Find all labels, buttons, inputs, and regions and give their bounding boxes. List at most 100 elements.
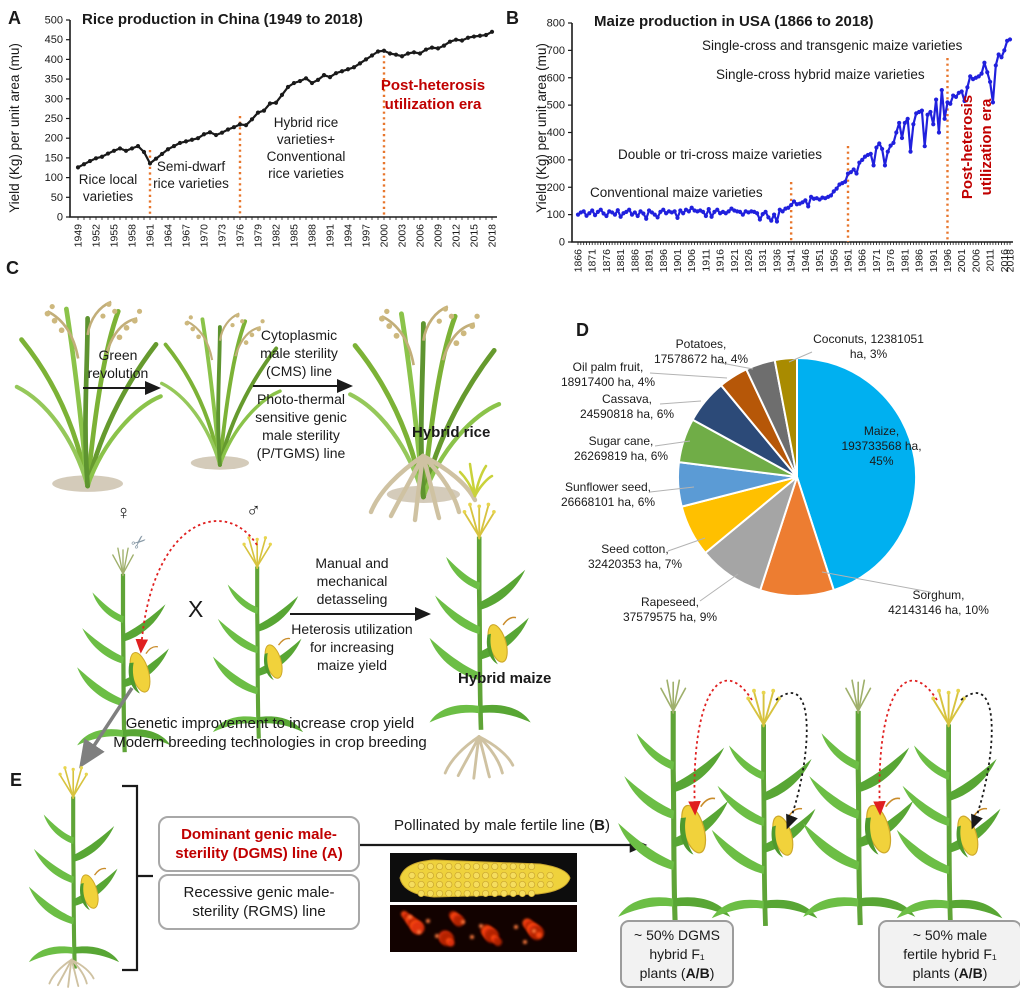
pie-slice-maize — [796, 357, 918, 592]
svg-text:1941: 1941 — [786, 249, 798, 273]
svg-text:1971: 1971 — [871, 249, 883, 273]
svg-text:1906: 1906 — [686, 249, 698, 273]
panel-b-letter: B — [506, 8, 519, 28]
rice-plant-tall-illustration — [17, 302, 161, 492]
panel-b-annotation-post-heterosis: Post-heterosis utilization era — [959, 94, 995, 200]
svg-text:1891: 1891 — [644, 249, 656, 273]
cross-pollination-arc-1 — [688, 679, 753, 816]
male-symbol: ♂ — [246, 500, 261, 522]
pie-label-coconuts: Coconuts, 12381051 ha, 3% — [813, 332, 924, 361]
detasseling-label: Manual and mechanical detasseling — [315, 555, 389, 607]
panel-a-annotation-post-heterosis: Post-heterosis utilization era — [380, 77, 486, 113]
breeding-caption: Genetic improvement to increase crop yie… — [113, 715, 427, 751]
panel-a-title: Rice production in China (1949 to 2018) — [82, 11, 363, 28]
heterosis-label: Heterosis utilization for increasing mai… — [291, 621, 413, 673]
svg-text:0: 0 — [559, 237, 565, 249]
svg-text:200: 200 — [547, 182, 565, 194]
svg-text:1991: 1991 — [325, 224, 337, 248]
svg-text:300: 300 — [45, 93, 63, 105]
grouping-bracket — [122, 784, 153, 972]
svg-text:1985: 1985 — [289, 224, 301, 248]
panel-a-annotation-semi-dwarf: Semi-dwarf rice varieties — [153, 159, 229, 191]
svg-text:1949: 1949 — [73, 224, 85, 248]
green-revolution-label: Green revolution — [87, 347, 149, 381]
svg-text:1961: 1961 — [843, 249, 855, 273]
fertile-f1-line3: plants (A/B) — [913, 964, 988, 983]
svg-text:1966: 1966 — [857, 249, 869, 273]
fertile-f1-line1: ~ 50% male — [912, 926, 988, 943]
panel-b-ylabel: Yield (Kg) per unit area (mu) — [534, 43, 549, 213]
svg-text:1970: 1970 — [199, 224, 211, 248]
svg-text:1976: 1976 — [885, 249, 897, 273]
svg-text:1997: 1997 — [361, 224, 373, 248]
svg-text:250: 250 — [45, 113, 63, 125]
panel-d-letter: D — [576, 320, 589, 340]
pie-slice-sorghum — [759, 476, 835, 597]
hybrid-maize-label: Hybrid maize — [458, 670, 552, 687]
panel-b-annotation-transgenic: Single-cross and transgenic maize variet… — [702, 38, 963, 53]
svg-text:400: 400 — [547, 127, 565, 139]
svg-text:1946: 1946 — [800, 249, 812, 273]
dgms-f1-line3: plants (A/B) — [640, 964, 715, 983]
svg-text:1964: 1964 — [163, 224, 175, 248]
dgms-maize-plant-illustration — [29, 766, 119, 969]
f1-plant-3-illustration — [803, 680, 915, 925]
dgms-f1-ab: A/B — [685, 964, 710, 981]
svg-text:1931: 1931 — [757, 249, 769, 273]
dgms-f1-line1: ~ 50% DGMS — [634, 926, 720, 943]
svg-text:400: 400 — [45, 54, 63, 66]
panel-a-annotation-hybrid-rice: Hybrid rice varieties+ Conventional rice… — [266, 115, 346, 181]
svg-text:300: 300 — [547, 154, 565, 166]
dgms-f1-box: ~ 50% DGMS hybrid F₁ plants (A/B) — [620, 920, 734, 988]
svg-text:1901: 1901 — [672, 249, 684, 273]
pollination-arc-red — [135, 520, 258, 654]
svg-text:1976: 1976 — [235, 224, 247, 248]
svg-text:50: 50 — [51, 192, 63, 204]
svg-text:2009: 2009 — [433, 224, 445, 248]
svg-text:1886: 1886 — [629, 249, 641, 273]
svg-text:1926: 1926 — [743, 249, 755, 273]
svg-text:1936: 1936 — [771, 249, 783, 273]
pollinated-label: Pollinated by male fertile line (B) — [352, 817, 652, 834]
svg-text:1952: 1952 — [91, 224, 103, 248]
pie-label-rapeseed: Rapeseed, 37579575 ha, 9% — [622, 595, 718, 624]
pie-label-seed-cotton: Seed cotton, 32420353 ha, 7% — [587, 542, 683, 571]
svg-text:1921: 1921 — [729, 249, 741, 273]
self-pollination-arc-2 — [960, 692, 993, 830]
svg-text:1967: 1967 — [181, 224, 193, 248]
f1-plant-2-illustration — [712, 689, 818, 926]
svg-text:1981: 1981 — [899, 249, 911, 273]
crop-area-pie-chart — [677, 356, 918, 597]
dgms-f1-line2: hybrid F₁ — [649, 945, 705, 962]
improvement-arrow — [79, 687, 134, 769]
pie-label-cassava: Cassava, 24590818 ha, 6% — [579, 392, 675, 421]
svg-text:1876: 1876 — [601, 249, 613, 273]
svg-text:2011: 2011 — [985, 249, 997, 272]
panel-c-illustrations — [17, 302, 531, 780]
self-pollination-arc-1 — [775, 692, 808, 830]
pie-label-potatoes: Potatoes, 17578672 ha, 4% — [653, 337, 749, 366]
cms-line-label: Cytoplasmic male sterility (CMS) line — [260, 327, 338, 379]
svg-text:2006: 2006 — [970, 249, 982, 273]
fertile-f1-line2: fertile hybrid F₁ — [903, 945, 997, 962]
svg-text:1955: 1955 — [109, 224, 121, 248]
svg-text:2001: 2001 — [956, 249, 968, 273]
svg-text:2018: 2018 — [1005, 249, 1017, 273]
svg-text:1988: 1988 — [307, 224, 319, 248]
svg-text:1979: 1979 — [253, 224, 265, 248]
corn-cob-photo — [390, 853, 577, 902]
pie-leader-lines — [649, 351, 931, 602]
svg-text:1956: 1956 — [828, 249, 840, 273]
panel-a-annotation-rice-local: Rice local varieties — [78, 172, 138, 204]
svg-text:200: 200 — [45, 133, 63, 145]
svg-text:1986: 1986 — [914, 249, 926, 273]
svg-text:2006: 2006 — [415, 224, 427, 248]
svg-text:1994: 1994 — [343, 224, 355, 248]
svg-text:2012: 2012 — [451, 224, 463, 248]
svg-text:1911: 1911 — [700, 249, 712, 272]
svg-text:1973: 1973 — [217, 224, 229, 248]
svg-text:100: 100 — [547, 209, 565, 221]
svg-text:100: 100 — [45, 172, 63, 184]
svg-text:500: 500 — [547, 100, 565, 112]
